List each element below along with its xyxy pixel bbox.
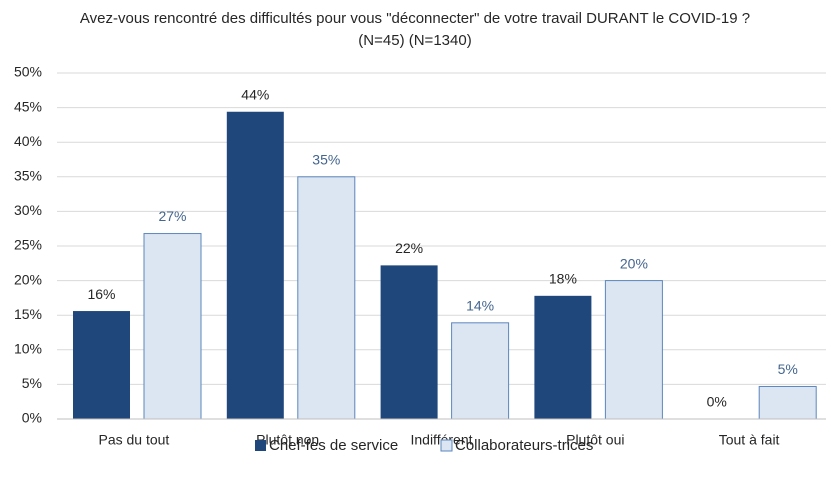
legend-label: Collaborateurs-trices bbox=[455, 437, 593, 454]
y-tick-label: 10% bbox=[14, 341, 42, 357]
x-tick-label: Pas du tout bbox=[98, 432, 169, 448]
value-label: 27% bbox=[158, 208, 186, 224]
y-tick-label: 35% bbox=[14, 168, 42, 184]
value-label: 5% bbox=[778, 361, 798, 377]
value-label: 44% bbox=[241, 86, 269, 102]
y-tick-label: 30% bbox=[14, 202, 42, 218]
y-tick-label: 40% bbox=[14, 133, 42, 149]
value-label: 35% bbox=[312, 152, 340, 168]
x-tick-label: Plutôt non bbox=[256, 432, 319, 448]
bar bbox=[758, 385, 817, 420]
bar bbox=[143, 233, 202, 420]
value-label: 18% bbox=[549, 271, 577, 287]
value-label: 20% bbox=[620, 255, 648, 271]
bar bbox=[451, 322, 510, 420]
legend-swatch bbox=[255, 440, 266, 451]
y-tick-label: 45% bbox=[14, 98, 42, 114]
y-tick-label: 50% bbox=[14, 64, 42, 80]
legend-swatch bbox=[440, 439, 453, 452]
value-label: 16% bbox=[87, 286, 115, 302]
value-label: 22% bbox=[395, 240, 423, 256]
y-tick-label: 0% bbox=[22, 410, 42, 426]
value-label: 14% bbox=[466, 298, 494, 314]
bar bbox=[226, 111, 284, 419]
y-tick-label: 15% bbox=[14, 306, 42, 322]
x-tick-label: Tout à fait bbox=[719, 432, 780, 448]
bar bbox=[297, 176, 356, 420]
bar bbox=[380, 265, 438, 419]
bar bbox=[534, 295, 592, 419]
bar bbox=[73, 311, 130, 419]
y-tick-label: 5% bbox=[22, 375, 42, 391]
bar bbox=[604, 280, 663, 420]
value-label: 0% bbox=[707, 394, 727, 410]
chart-title: Avez-vous rencontré des difficultés pour… bbox=[79, 10, 751, 49]
legend-label: Chef-fes de service bbox=[269, 437, 398, 454]
y-tick-label: 25% bbox=[14, 237, 42, 253]
y-tick-label: 20% bbox=[14, 271, 42, 287]
x-tick-label: Plutôt oui bbox=[566, 432, 624, 448]
